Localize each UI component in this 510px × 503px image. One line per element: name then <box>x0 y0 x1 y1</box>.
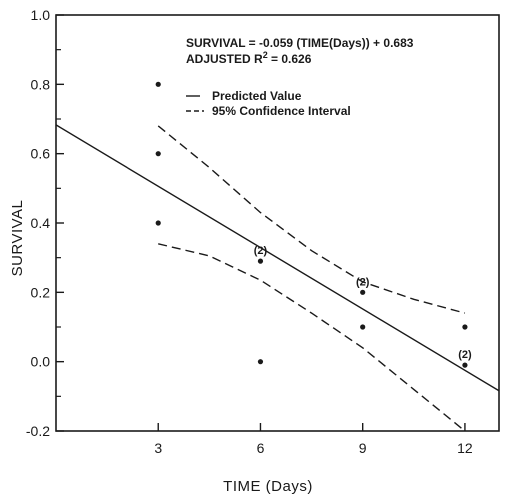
data-point <box>360 289 366 295</box>
y-tick-label: 1.0 <box>31 7 51 23</box>
y-tick-label: 0.2 <box>31 284 51 300</box>
legend-label-ci: 95% Confidence Interval <box>212 104 351 118</box>
plot-layer: -0.2 0.0 0.2 0.4 0.6 0.8 1.0 3 6 9 12 (2) (2) (2) <box>26 7 500 456</box>
data-point <box>257 359 264 365</box>
y-tick-label: 0.0 <box>31 354 51 370</box>
x-axis-title: TIME (Days) <box>223 478 313 495</box>
regression-line <box>55 124 500 392</box>
data-point <box>155 151 161 157</box>
r2-value: = 0.626 <box>268 52 312 66</box>
data-point-label: (2) <box>356 276 370 288</box>
legend-label-predicted: Predicted Value <box>212 89 302 103</box>
y-tick-label: 0.6 <box>31 146 51 162</box>
plot-frame <box>55 14 500 432</box>
data-point <box>257 258 264 264</box>
data-point <box>155 220 161 226</box>
y-axis-title: SURVIVAL <box>9 200 26 277</box>
data-point-label: (2) <box>458 349 472 361</box>
x-tick-label: 3 <box>154 440 162 456</box>
y-tick-label: -0.2 <box>26 423 50 439</box>
x-tick-label: 9 <box>359 440 367 456</box>
x-tick-label: 12 <box>457 440 473 456</box>
ci-upper-curve <box>157 125 466 314</box>
ci-lower-curve <box>158 243 466 432</box>
r2-label: ADJUSTED R <box>186 52 263 66</box>
data-point <box>462 362 468 368</box>
data-point <box>155 81 161 87</box>
data-point <box>462 324 468 330</box>
x-tick-label: 6 <box>257 440 265 456</box>
r2-annotation: ADJUSTED R2 = 0.626 <box>186 50 312 66</box>
r2-exponent: 2 <box>263 50 268 60</box>
legend: Predicted Value 95% Confidence Interval <box>186 89 351 118</box>
data-point-label: (2) <box>254 245 268 257</box>
equation-annotation: SURVIVAL = -0.059 (TIME(Days)) + 0.683 <box>186 36 414 50</box>
y-tick-label: 0.4 <box>31 215 51 231</box>
data-point <box>360 324 366 330</box>
y-tick-label: 0.8 <box>31 76 51 92</box>
